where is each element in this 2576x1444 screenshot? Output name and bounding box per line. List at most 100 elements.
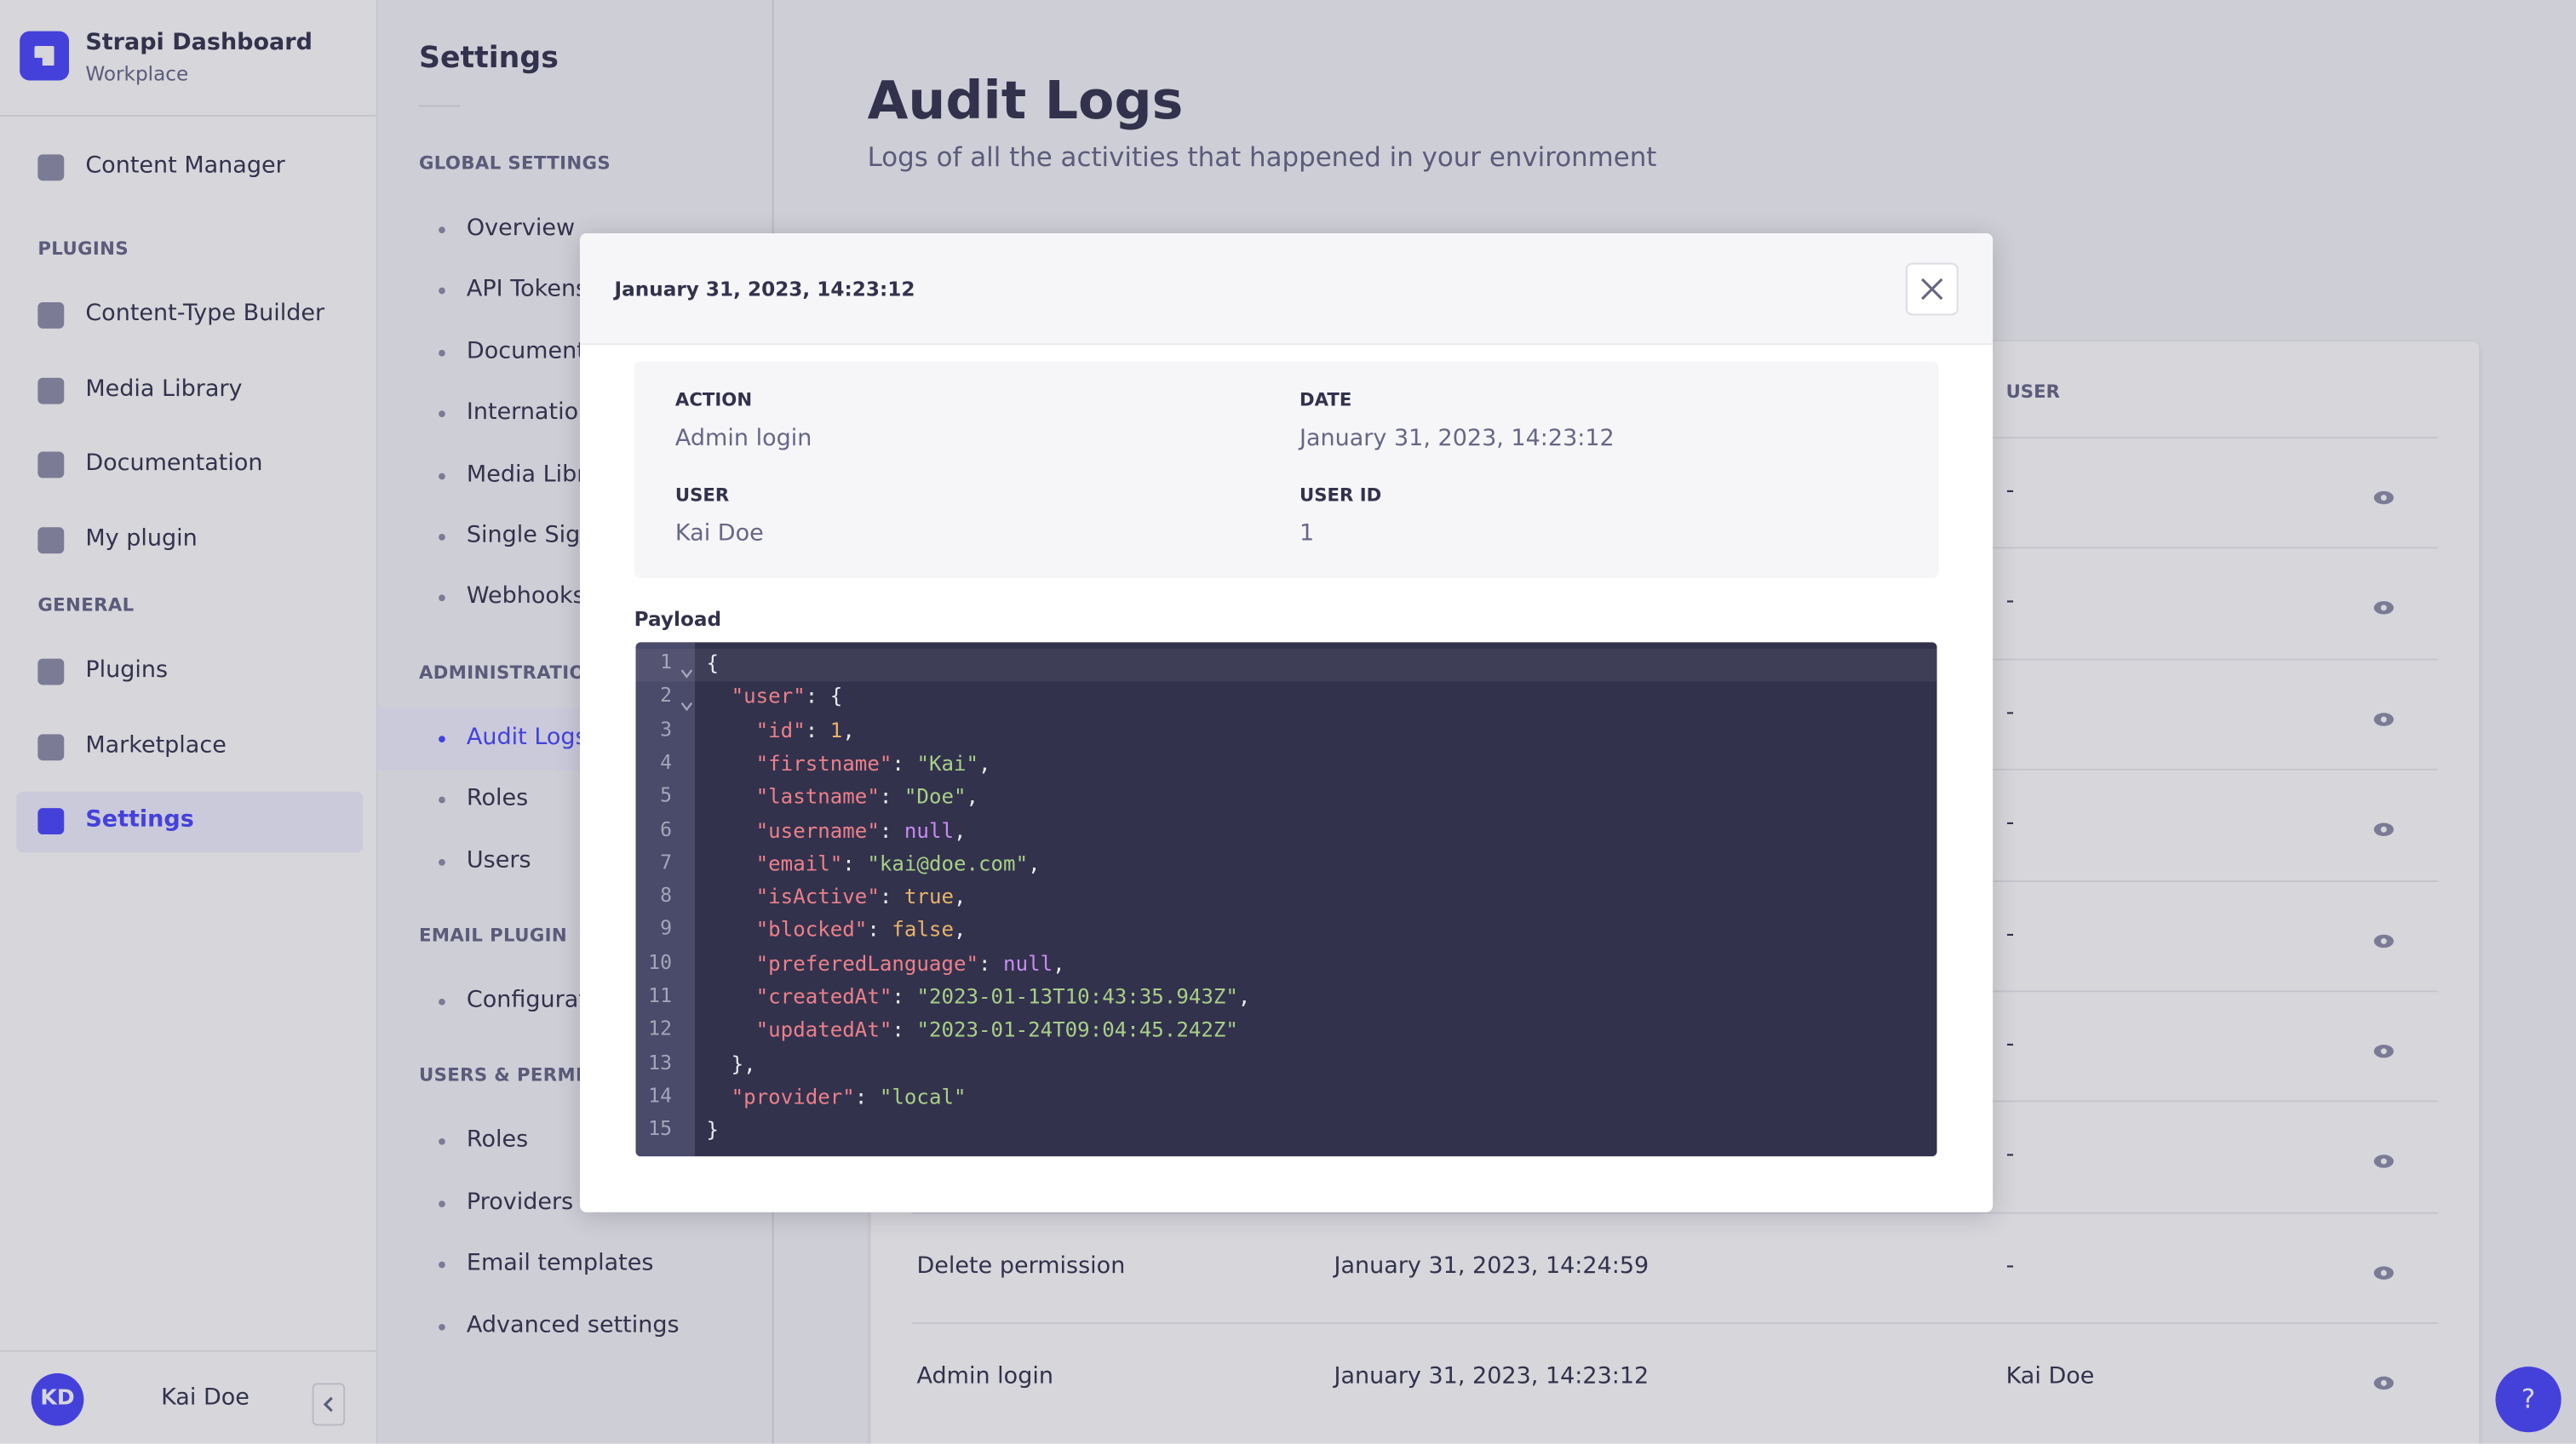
fold-toggle[interactable] <box>680 661 693 679</box>
cell-user: - <box>2005 478 2015 505</box>
bullet <box>439 226 445 233</box>
close-icon <box>1921 278 1943 301</box>
code-line: "createdAt": "2023-01-13T10:43:35.943Z", <box>755 983 1251 1009</box>
nav-item[interactable]: Documentation <box>85 450 263 477</box>
logo[interactable] <box>20 31 70 81</box>
avatar[interactable]: KD <box>31 1372 84 1426</box>
settings-item[interactable]: Advanced settings <box>466 1311 680 1338</box>
settings-item[interactable]: Webhooks <box>466 583 585 610</box>
fold-icon <box>680 669 693 679</box>
view-button[interactable] <box>2372 1036 2395 1058</box>
view-button[interactable] <box>2372 483 2395 505</box>
nav-icon <box>37 808 65 835</box>
bullet <box>439 1323 445 1330</box>
view-button[interactable] <box>2372 1147 2395 1169</box>
bullet <box>439 797 445 804</box>
user-name[interactable]: Kai Doe <box>161 1384 250 1412</box>
collapse-button[interactable] <box>312 1383 346 1426</box>
cell-user: - <box>2005 1031 2015 1058</box>
view-button[interactable] <box>2372 704 2395 726</box>
settings-item[interactable]: Audit Logs <box>466 724 588 751</box>
nav-item[interactable]: Media Library <box>85 375 243 402</box>
eye-icon <box>2373 1155 2394 1169</box>
line-number: 11 <box>648 983 673 1007</box>
line-number: 5 <box>660 783 673 807</box>
bullet <box>439 998 445 1006</box>
row-divider <box>911 1322 2438 1325</box>
modal: January 31, 2023, 14:23:12 ACTION Admin l… <box>580 232 1994 1212</box>
divider <box>0 1349 376 1352</box>
nav-item[interactable]: Plugins <box>85 656 169 684</box>
page-subtitle: Logs of all the activities that happened… <box>867 140 1657 173</box>
cell-user: - <box>2005 1142 2015 1169</box>
settings-item[interactable]: Users <box>466 846 531 874</box>
nav-item[interactable]: Marketplace <box>85 731 227 759</box>
nav-icon <box>37 451 65 478</box>
line-number: 10 <box>648 950 673 974</box>
settings-item[interactable]: Overview <box>466 215 576 242</box>
help-button[interactable]: ? <box>2495 1367 2562 1433</box>
eye-icon <box>2373 712 2394 726</box>
code-line: } <box>706 1117 720 1143</box>
detail-value: January 31, 2023, 14:23:12 <box>1299 425 1615 452</box>
nav-item[interactable]: My plugin <box>85 524 198 552</box>
cell-user: - <box>2005 699 2015 726</box>
line-number: 15 <box>648 1117 673 1141</box>
column-header: USER <box>2005 381 2060 403</box>
code-editor: 1 {2 "user": {3 "id": 1, 4 "firstname": "K… <box>635 642 1937 1157</box>
line-number: 14 <box>648 1084 673 1108</box>
brand-subtitle: Workplace <box>85 62 189 86</box>
nav-item[interactable]: Settings <box>85 806 194 834</box>
line-number: 13 <box>648 1050 673 1074</box>
code-line: "email": "kai@doe.com", <box>755 850 1041 875</box>
view-button[interactable] <box>2372 593 2395 616</box>
nav-item[interactable]: Content Manager <box>85 152 285 180</box>
bullet <box>439 349 445 357</box>
row-divider <box>911 1212 2438 1214</box>
line-number: 6 <box>660 817 673 840</box>
bullet <box>439 288 445 295</box>
active-highlight <box>16 791 364 853</box>
view-button[interactable] <box>2372 925 2395 948</box>
detail-value: 1 <box>1299 520 1315 547</box>
code-line: "id": 1, <box>755 717 855 742</box>
detail-label: DATE <box>1299 389 1352 411</box>
detail-value: Kai Doe <box>674 520 764 547</box>
code-line: }, <box>731 1050 756 1075</box>
nav-icon <box>37 301 65 329</box>
view-button[interactable] <box>2372 815 2395 837</box>
settings-item[interactable]: Roles <box>466 1127 529 1155</box>
modal-title: January 31, 2023, 14:23:12 <box>614 278 915 301</box>
line-number: 1 <box>660 650 673 673</box>
bullet <box>439 1200 445 1207</box>
detail-value: Admin login <box>674 425 812 452</box>
close-button[interactable] <box>1905 262 1959 316</box>
view-button[interactable] <box>2372 1258 2395 1280</box>
bullet <box>439 1138 445 1146</box>
payload-label: Payload <box>634 607 722 631</box>
settings-item[interactable]: Email templates <box>466 1250 654 1277</box>
settings-item[interactable]: Providers <box>466 1189 574 1216</box>
code-line: "username": null, <box>755 817 967 842</box>
settings-item[interactable]: Roles <box>466 785 529 812</box>
cell-date: January 31, 2023, 14:24:59 <box>1334 1252 1649 1280</box>
settings-item[interactable]: API Tokens <box>466 276 588 303</box>
line-number: 3 <box>660 717 673 741</box>
eye-icon <box>2373 1377 2394 1390</box>
line-number: 9 <box>660 917 673 941</box>
fold-toggle[interactable] <box>680 694 693 712</box>
settings-title: Settings <box>418 41 559 76</box>
view-button[interactable] <box>2372 1368 2395 1390</box>
line-number: 4 <box>660 750 673 774</box>
main-nav: Strapi Dashboard Workplace Content Manag… <box>0 0 378 1444</box>
nav-item[interactable]: Content-Type Builder <box>85 301 325 327</box>
cell-action: Delete permission <box>916 1252 1126 1280</box>
bullet <box>439 472 445 479</box>
divider <box>418 105 461 107</box>
eye-icon <box>2373 933 2394 948</box>
cell-user: Kai Doe <box>2005 1363 2095 1390</box>
modal-header <box>580 232 1994 346</box>
nav-icon <box>37 733 65 760</box>
cell-user: - <box>2005 588 2015 616</box>
section-title: EMAIL PLUGIN <box>418 925 568 947</box>
